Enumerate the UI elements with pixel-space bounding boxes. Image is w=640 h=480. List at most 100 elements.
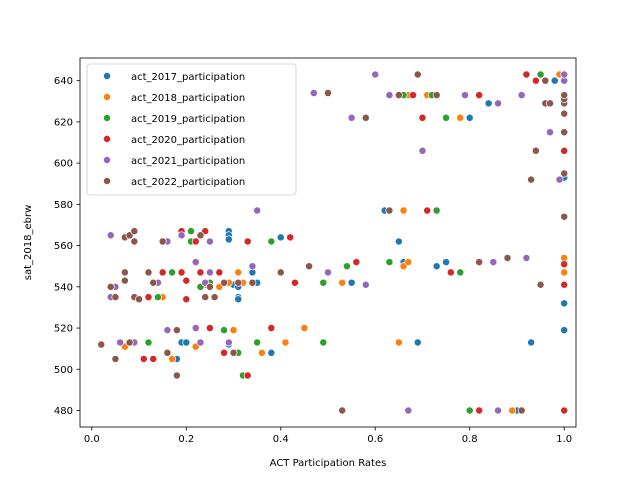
- data-point: [361, 280, 370, 289]
- legend-label: act_2019_participation: [131, 114, 245, 125]
- data-point: [394, 237, 403, 246]
- data-point: [465, 406, 474, 415]
- data-point: [404, 258, 413, 267]
- data-point: [508, 406, 517, 415]
- data-point: [120, 268, 129, 277]
- data-point: [144, 338, 153, 347]
- data-point: [191, 237, 200, 246]
- data-point: [494, 406, 503, 415]
- data-point: [276, 233, 285, 242]
- data-point: [182, 338, 191, 347]
- data-point: [522, 70, 531, 79]
- data-point: [168, 355, 177, 363]
- data-point: [560, 406, 569, 415]
- data-point: [527, 175, 536, 184]
- data-point: [130, 227, 139, 236]
- data-point: [456, 113, 465, 122]
- y-tick-label: 520: [54, 324, 73, 335]
- data-point: [394, 91, 403, 100]
- data-point: [305, 262, 314, 271]
- x-tick-label: 0.6: [367, 434, 383, 445]
- data-point: [352, 258, 361, 267]
- data-point: [531, 146, 540, 155]
- data-point: [517, 91, 526, 100]
- data-point: [125, 338, 134, 347]
- legend-marker: [103, 114, 111, 122]
- data-point: [456, 268, 465, 277]
- data-point: [158, 268, 167, 277]
- data-point: [210, 293, 219, 302]
- data-point: [385, 258, 394, 267]
- x-tick-label: 0.4: [273, 434, 289, 445]
- data-point: [560, 268, 569, 277]
- data-point: [527, 338, 536, 347]
- data-point: [446, 268, 455, 277]
- data-point: [361, 113, 370, 122]
- data-point: [531, 76, 540, 85]
- y-tick-label: 600: [54, 159, 73, 170]
- data-point: [560, 146, 569, 155]
- data-point: [522, 254, 531, 262]
- data-point: [153, 293, 162, 302]
- data-point: [324, 268, 332, 277]
- data-point: [130, 237, 139, 246]
- data-point: [418, 113, 427, 122]
- data-point: [371, 70, 380, 79]
- data-point: [144, 268, 153, 277]
- legend-marker: [103, 177, 111, 185]
- data-point: [205, 324, 214, 333]
- data-point: [489, 258, 498, 267]
- data-point: [475, 91, 484, 100]
- data-points: [97, 70, 569, 415]
- x-tick-label: 0.0: [84, 434, 100, 445]
- data-point: [182, 295, 191, 304]
- data-point: [409, 91, 417, 100]
- data-point: [267, 237, 276, 246]
- data-point: [106, 282, 115, 291]
- legend-label: act_2021_participation: [131, 156, 245, 167]
- data-point: [97, 340, 106, 349]
- data-point: [484, 99, 493, 108]
- data-point: [111, 355, 120, 363]
- data-point: [234, 278, 243, 287]
- y-tick-label: 560: [54, 241, 73, 252]
- y-axis-ticks: 480 500 520 540 560 580 600 620 640: [54, 76, 80, 417]
- data-point: [546, 128, 554, 137]
- data-point: [135, 295, 143, 304]
- data-point: [432, 262, 441, 271]
- y-tick-label: 480: [54, 406, 73, 417]
- y-tick-label: 640: [54, 76, 73, 87]
- data-point: [196, 268, 205, 277]
- data-point: [234, 295, 243, 304]
- data-point: [224, 235, 233, 244]
- data-point: [560, 299, 569, 308]
- data-point: [191, 258, 200, 267]
- legend: act_2017_participation act_2018_participa…: [86, 63, 297, 196]
- data-point: [220, 326, 229, 335]
- data-point: [253, 338, 262, 347]
- data-point: [290, 278, 299, 287]
- data-point: [191, 324, 200, 333]
- data-point: [385, 206, 394, 215]
- legend-marker: [103, 156, 111, 164]
- data-point: [413, 70, 422, 79]
- data-point: [475, 406, 484, 415]
- data-point: [319, 278, 328, 287]
- data-point: [413, 338, 422, 347]
- data-point: [432, 206, 441, 215]
- data-point: [503, 254, 512, 262]
- y-axis-title: sat_2018_ebrw: [23, 205, 34, 281]
- data-point: [196, 231, 205, 240]
- legend-box: [86, 63, 297, 196]
- data-point: [224, 338, 233, 347]
- legend-marker: [103, 135, 111, 143]
- data-point: [347, 278, 356, 287]
- y-tick-label: 620: [54, 117, 73, 128]
- data-point: [220, 278, 229, 287]
- data-point: [243, 237, 252, 246]
- data-point: [560, 326, 569, 335]
- data-point: [172, 371, 181, 380]
- data-point: [182, 276, 191, 285]
- data-point: [248, 262, 257, 271]
- data-point: [423, 206, 432, 215]
